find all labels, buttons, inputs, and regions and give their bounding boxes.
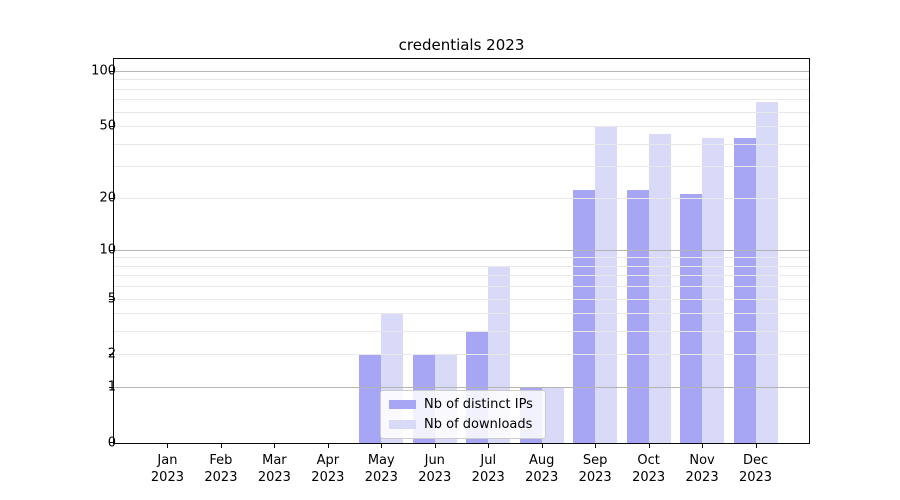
legend-label: Nb of downloads xyxy=(424,417,533,432)
x-tick-label: Oct 2023 xyxy=(619,452,679,486)
y-tick xyxy=(109,442,113,443)
x-tick-year: 2023 xyxy=(257,470,291,485)
y-tick-label: 100 xyxy=(91,63,116,79)
x-tick-label: Nov 2023 xyxy=(672,452,732,486)
x-tick-label: Jul 2023 xyxy=(458,452,518,486)
x-tick-label: Aug 2023 xyxy=(512,452,572,486)
bar-ips-may xyxy=(359,354,382,443)
x-tick xyxy=(702,444,704,448)
x-tick-year: 2023 xyxy=(578,470,612,485)
gridline-minor xyxy=(114,99,809,101)
x-tick-month: Jan xyxy=(157,453,178,468)
x-tick-month: Apr xyxy=(316,453,340,468)
y-tick-label: 0 xyxy=(107,435,116,451)
legend: Nb of distinct IPs Nb of downloads xyxy=(380,390,546,439)
gridline-minor xyxy=(114,88,809,90)
x-tick-year: 2023 xyxy=(150,470,184,485)
legend-item: Nb of downloads xyxy=(389,417,537,432)
x-tick-month: Sep xyxy=(582,453,608,468)
y-tick xyxy=(109,387,113,389)
x-tick-label: Jun 2023 xyxy=(405,452,465,486)
bar-downloads-dec xyxy=(755,101,778,443)
x-tick-label: Mar 2023 xyxy=(244,452,304,486)
bar-downloads-oct xyxy=(648,134,671,443)
y-tick-label: 20 xyxy=(99,190,116,205)
x-tick-month: Mar xyxy=(262,453,287,468)
legend-label: Nb of distinct IPs xyxy=(424,397,533,412)
y-tick xyxy=(109,354,113,356)
bar-ips-sep xyxy=(573,190,596,443)
x-tick xyxy=(274,444,276,448)
x-tick xyxy=(220,444,222,448)
x-tick xyxy=(327,444,329,448)
x-tick xyxy=(648,444,650,448)
x-tick-label: Jan 2023 xyxy=(137,452,197,486)
gridline-major xyxy=(114,70,809,72)
bar-downloads-aug xyxy=(541,387,564,443)
x-tick-year: 2023 xyxy=(685,470,719,485)
x-tick-month: Aug xyxy=(528,453,555,468)
legend-item: Nb of distinct IPs xyxy=(389,397,537,412)
y-tick-label: 5 xyxy=(107,291,116,307)
y-tick xyxy=(109,298,113,300)
x-tick-year: 2023 xyxy=(525,470,559,485)
legend-swatch xyxy=(389,400,416,409)
x-tick-month: Nov xyxy=(689,453,715,468)
x-tick xyxy=(755,444,757,448)
legend-swatch xyxy=(389,420,416,429)
x-tick-label: May 2023 xyxy=(351,452,411,486)
bar-ips-oct xyxy=(626,190,649,443)
x-tick-year: 2023 xyxy=(204,470,238,485)
gridline-minor xyxy=(114,79,809,81)
x-tick-year: 2023 xyxy=(738,470,773,485)
y-tick-label: 10 xyxy=(99,242,116,258)
x-tick xyxy=(381,444,383,448)
y-tick xyxy=(109,125,113,127)
x-tick xyxy=(167,444,169,448)
gridline-minor xyxy=(114,111,809,113)
x-tick xyxy=(541,444,543,448)
y-tick-label: 1 xyxy=(107,379,116,395)
x-tick-year: 2023 xyxy=(364,470,398,485)
x-tick-month: May xyxy=(367,453,395,468)
x-tick xyxy=(488,444,490,448)
x-tick-month: Jun xyxy=(424,453,445,468)
x-tick-label: Dec 2023 xyxy=(726,452,786,486)
y-tick xyxy=(109,197,113,199)
x-tick-year: 2023 xyxy=(311,470,345,485)
plot-area: Nb of distinct IPs Nb of downloads 0 1 2 5 10… xyxy=(91,58,810,485)
bar-ips-dec xyxy=(733,137,756,443)
y-tick xyxy=(109,70,113,72)
x-tick-month: Oct xyxy=(637,453,660,468)
bar-downloads-nov xyxy=(702,137,725,443)
x-tick-label: Apr 2023 xyxy=(298,452,358,486)
x-tick-year: 2023 xyxy=(418,470,452,485)
x-tick-year: 2023 xyxy=(471,470,505,485)
y-tick-label: 50 xyxy=(99,118,116,134)
y-tick xyxy=(109,249,113,251)
x-tick xyxy=(434,444,436,448)
x-tick xyxy=(595,444,597,448)
x-tick-label: Sep 2023 xyxy=(565,452,625,486)
x-tick-month: Feb xyxy=(209,453,233,468)
y-tick-label: 2 xyxy=(107,346,116,362)
x-tick-year: 2023 xyxy=(632,470,666,485)
x-tick-month: Jul xyxy=(480,453,497,468)
bar-downloads-sep xyxy=(595,125,618,443)
gridline-minor xyxy=(114,125,809,127)
chart-title: credentials 2023 xyxy=(398,36,525,54)
x-tick-label: Feb 2023 xyxy=(191,452,251,486)
bar-ips-nov xyxy=(680,193,703,443)
x-tick-month: Dec xyxy=(742,453,769,468)
